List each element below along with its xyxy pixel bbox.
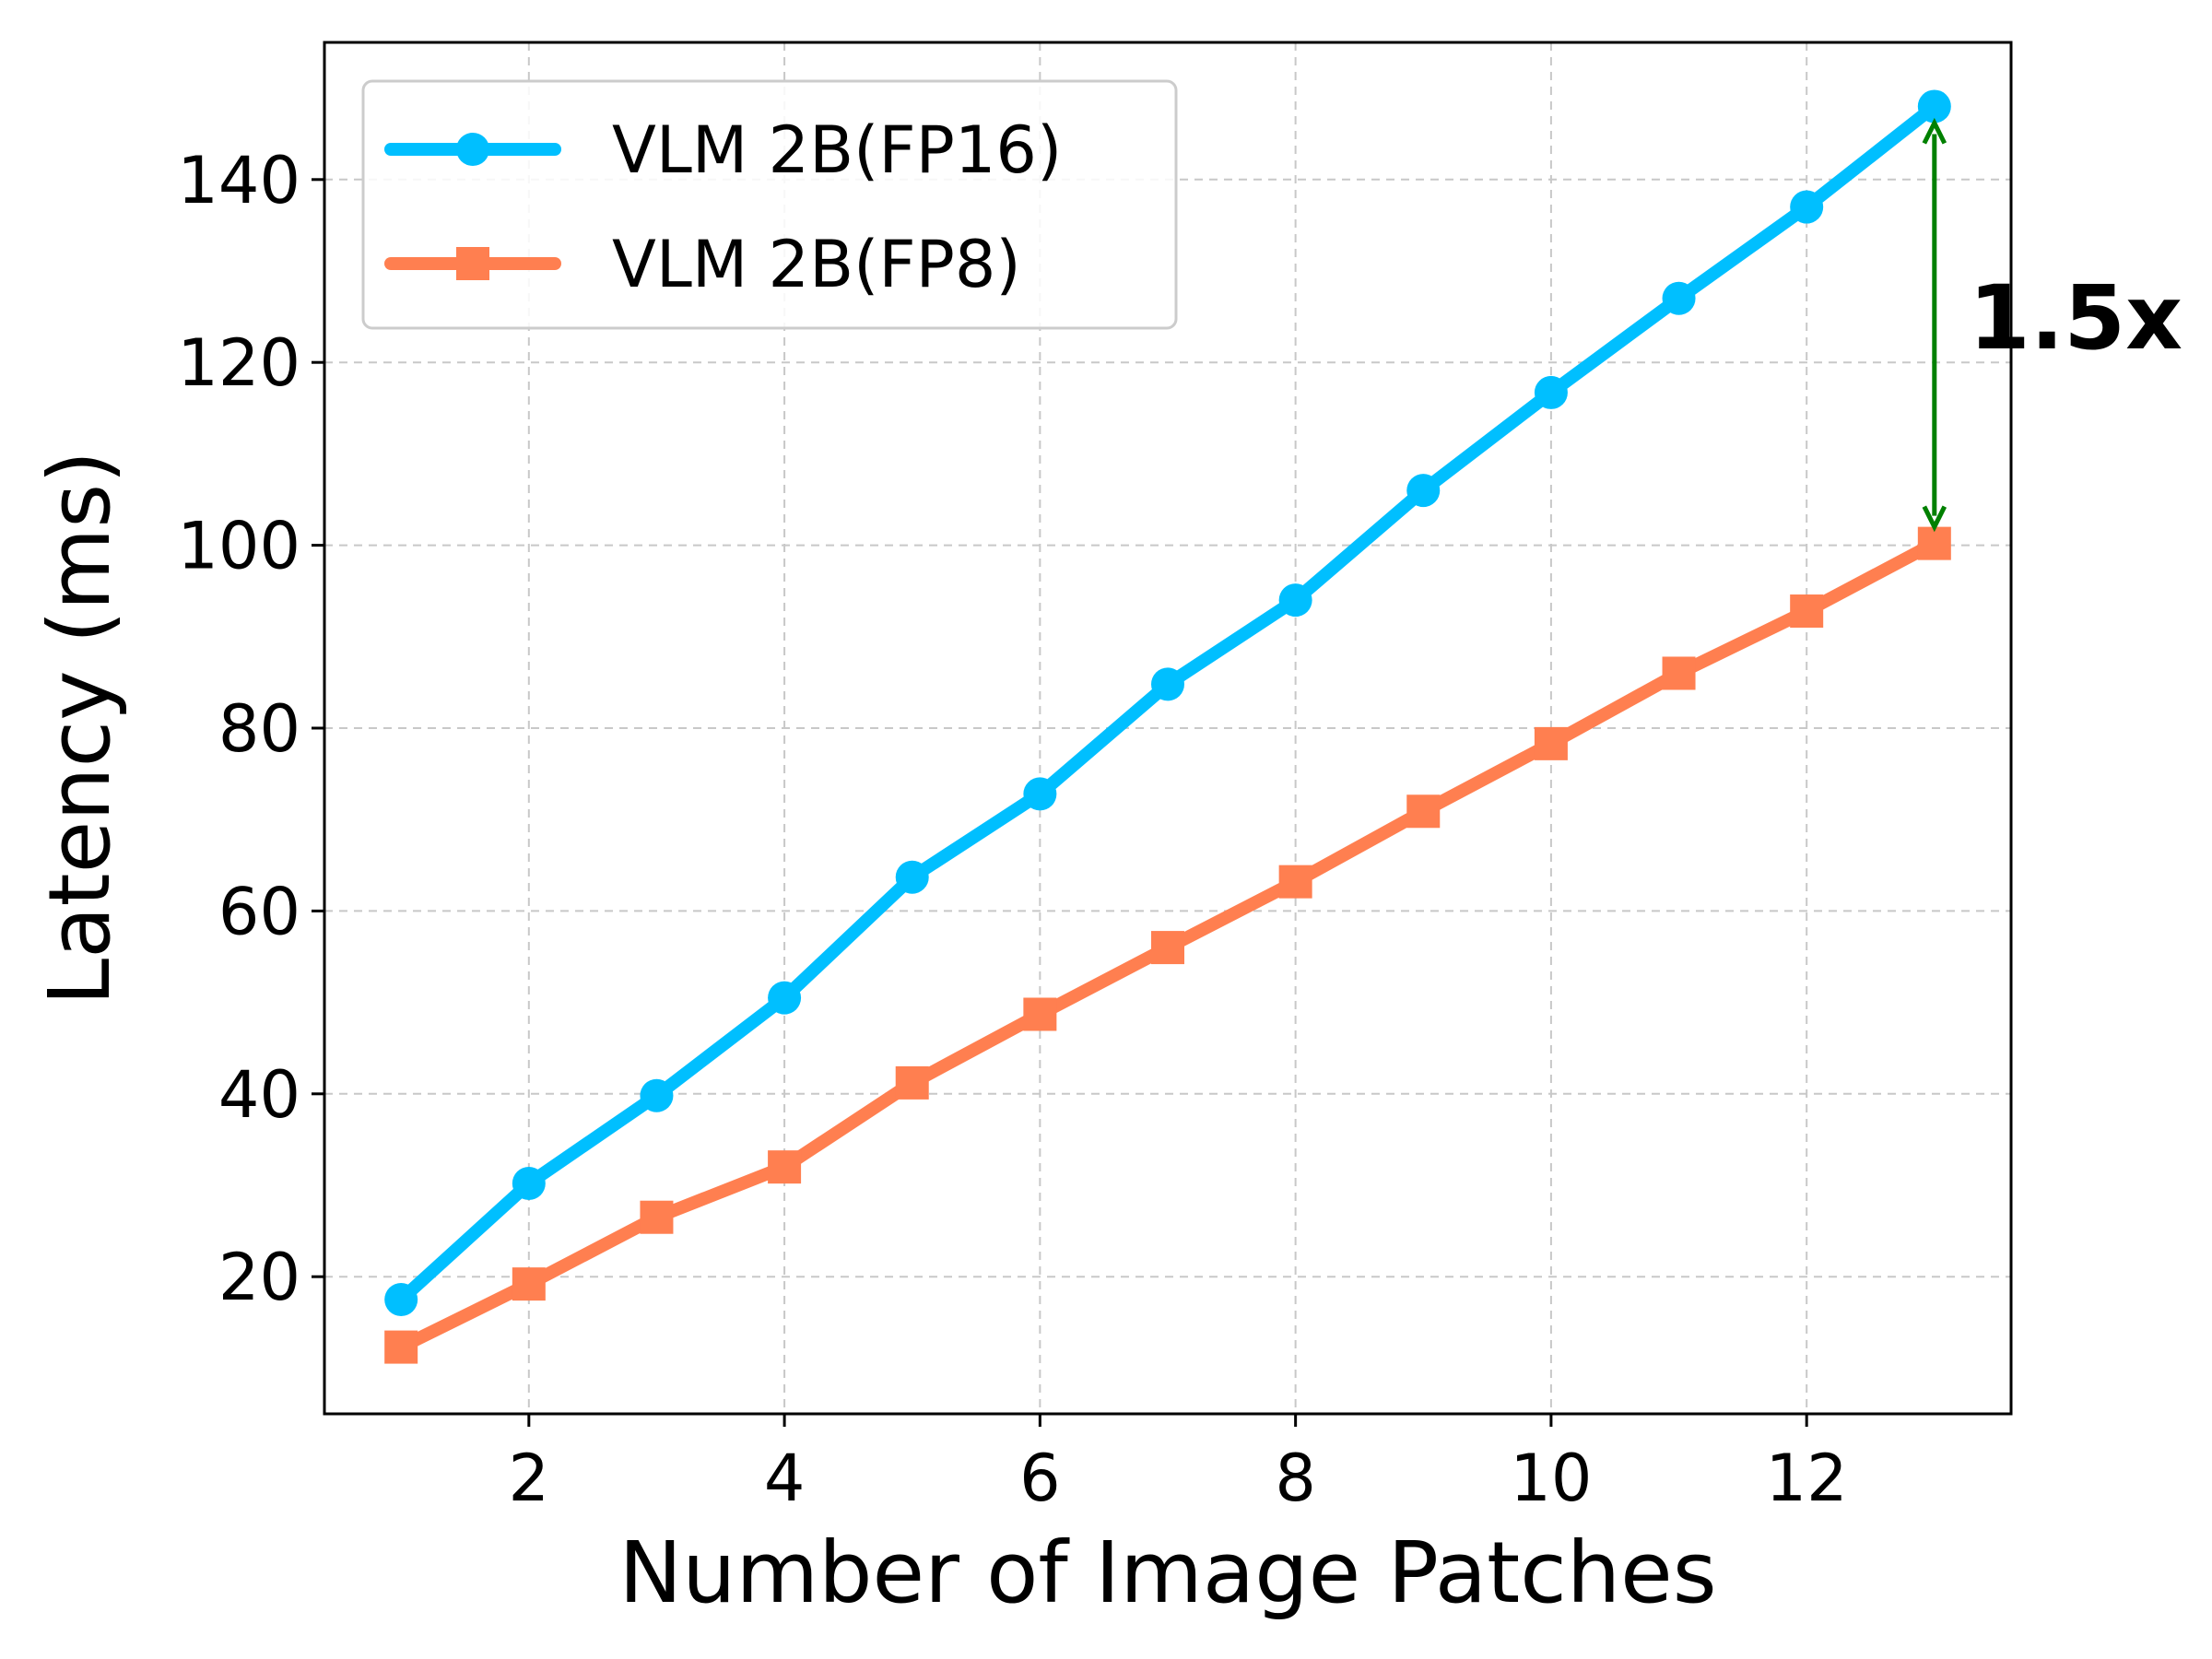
- data-point: [768, 1150, 802, 1184]
- data-point: [1917, 526, 1951, 560]
- data-point: [1023, 777, 1057, 811]
- data-point: [895, 860, 929, 894]
- speedup-annotation: 1.5x: [1922, 117, 2183, 533]
- data-point: [384, 1330, 418, 1364]
- y-axis-ticks: 20 40 60 80 100 120 140: [177, 143, 324, 1315]
- data-point: [1278, 865, 1312, 899]
- legend-label: VLM 2B(FP8): [612, 227, 1021, 302]
- data-point: [1534, 726, 1568, 760]
- data-point: [768, 981, 802, 1015]
- data-point: [1023, 997, 1057, 1031]
- legend-label: VLM 2B(FP16): [612, 112, 1062, 188]
- y-tick-label: 100: [177, 509, 300, 584]
- data-point: [1790, 594, 1824, 629]
- x-tick-label: 8: [1275, 1441, 1316, 1516]
- data-point: [1790, 190, 1824, 224]
- y-tick-label: 140: [177, 143, 300, 218]
- data-point: [1534, 375, 1568, 409]
- x-tick-label: 10: [1510, 1441, 1592, 1516]
- y-tick-label: 80: [218, 691, 300, 767]
- data-point: [640, 1200, 674, 1234]
- legend-box: [361, 79, 1178, 330]
- data-point: [1917, 89, 1951, 124]
- data-point: [1151, 667, 1184, 701]
- x-axis-ticks: 2 4 6 8 10 12: [509, 1414, 1848, 1516]
- y-tick-label: 20: [218, 1240, 300, 1315]
- data-point: [1406, 474, 1441, 508]
- x-axis-title: Number of Image Patches: [618, 1524, 1716, 1622]
- x-tick-label: 12: [1766, 1441, 1848, 1516]
- data-point: [1278, 583, 1312, 618]
- data-point: [640, 1078, 674, 1112]
- y-tick-label: 60: [218, 874, 300, 949]
- data-point: [512, 1267, 546, 1301]
- legend: VLM 2B(FP16) VLM 2B(FP8): [361, 79, 1178, 330]
- legend-entry: VLM 2B(FP8): [384, 227, 1021, 302]
- series-fp8: [384, 526, 1951, 1364]
- data-point: [1406, 794, 1441, 829]
- arrow-head-top: [1922, 117, 1947, 145]
- y-tick-label: 120: [177, 325, 300, 401]
- series-layer: [384, 89, 1951, 1364]
- data-point: [895, 1065, 929, 1100]
- data-point: [384, 1283, 418, 1316]
- data-point: [1662, 656, 1696, 690]
- legend-marker: [456, 133, 489, 166]
- y-axis-title: Latency (ms): [30, 451, 129, 1006]
- data-point: [1151, 931, 1184, 965]
- arrow-head-bottom: [1922, 505, 1947, 533]
- x-tick-label: 4: [764, 1441, 806, 1516]
- data-point: [1662, 281, 1696, 315]
- y-tick-label: 40: [218, 1057, 300, 1133]
- x-tick-label: 2: [509, 1441, 550, 1516]
- x-tick-label: 6: [1019, 1441, 1061, 1516]
- legend-marker: [456, 247, 489, 280]
- series-fp16: [384, 89, 1951, 1316]
- data-point: [512, 1167, 546, 1201]
- speedup-label: 1.5x: [1969, 266, 2183, 370]
- legend-entry: VLM 2B(FP16): [384, 112, 1062, 188]
